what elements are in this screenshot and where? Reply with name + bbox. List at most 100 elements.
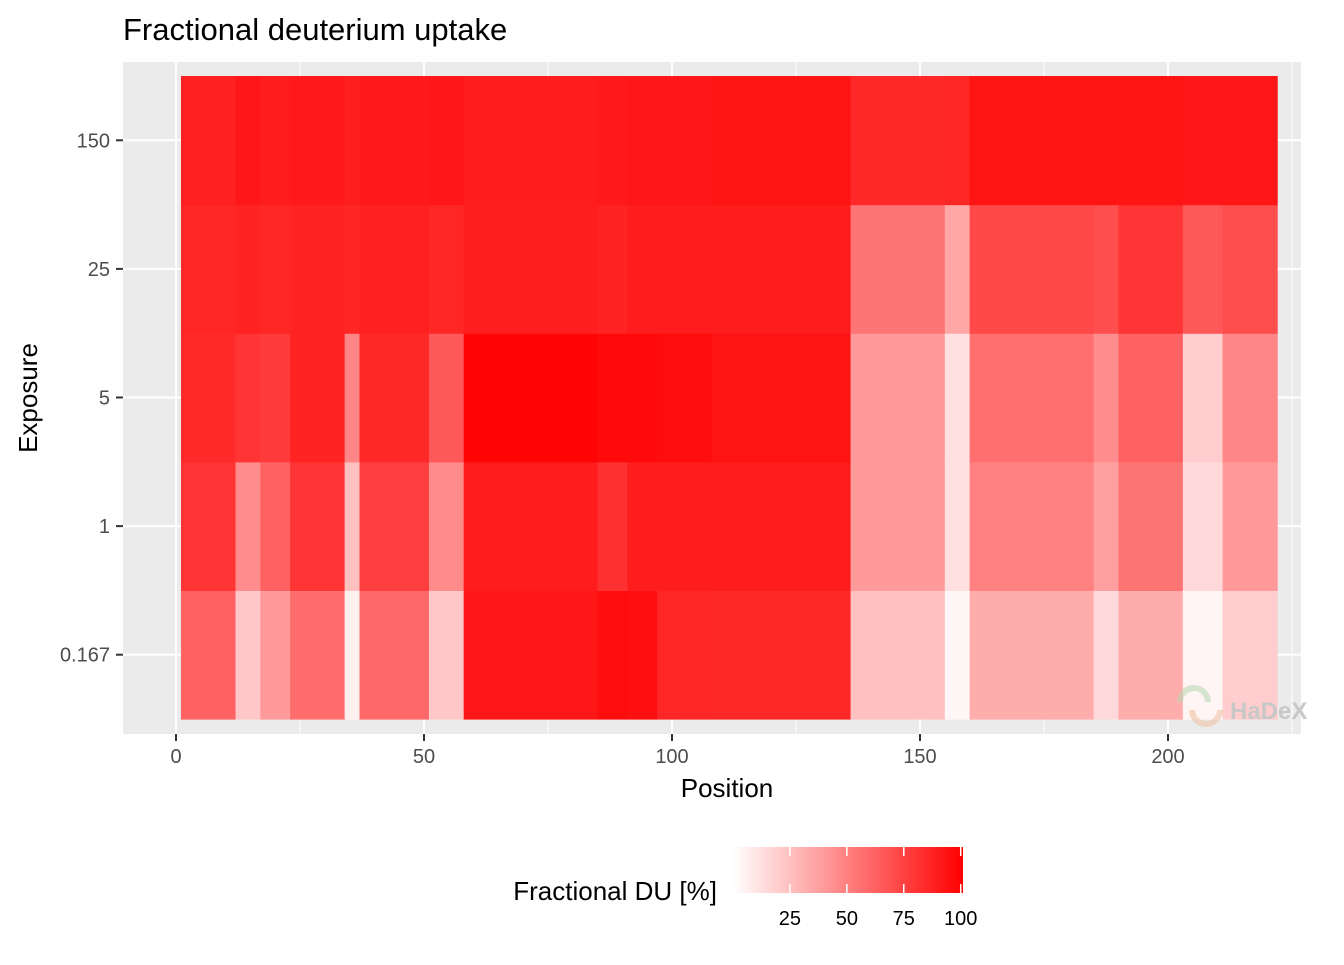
heatmap-cell <box>597 590 628 720</box>
x-tick-label: 50 <box>413 746 435 768</box>
heatmap-cell <box>711 204 852 334</box>
heatmap-cell <box>597 76 628 206</box>
heatmap-cell <box>850 461 946 591</box>
heatmap-cell <box>463 76 599 206</box>
heatmap-cell <box>969 461 1095 591</box>
heatmap-cell <box>260 461 291 591</box>
heatmap-cell <box>711 461 852 591</box>
heatmap-cell <box>428 333 465 463</box>
heatmap-cell <box>627 204 658 334</box>
heatmap-tiles <box>180 76 1278 720</box>
x-tick-label: 150 <box>903 746 936 768</box>
heatmap-cell <box>428 590 465 720</box>
heatmap-cell <box>969 333 1095 463</box>
heatmap-cell <box>627 461 658 591</box>
heatmap-cell <box>463 333 599 463</box>
heatmap-cell <box>1222 76 1278 206</box>
heatmap-cell <box>344 333 361 463</box>
heatmap-cell <box>657 590 713 720</box>
hadex-watermark: HaDeX <box>1177 685 1307 727</box>
heatmap-cell <box>711 333 852 463</box>
colorbar-title: Fractional DU [%] <box>513 876 717 906</box>
heatmap-cell <box>1118 590 1184 720</box>
y-tick-label: 25 <box>88 259 110 281</box>
heatmap-cell <box>944 461 971 591</box>
heatmap-cell <box>944 333 971 463</box>
heatmap-cell <box>1182 333 1224 463</box>
heatmap-cell <box>711 590 852 720</box>
x-tick-label: 200 <box>1151 746 1184 768</box>
heatmap-cell <box>344 76 361 206</box>
heatmap-cell <box>344 204 361 334</box>
heatmap-cell <box>344 590 361 720</box>
colorbar-tick-label: 75 <box>893 908 915 930</box>
heatmap-cell <box>850 590 946 720</box>
heatmap-cell <box>260 333 291 463</box>
heatmap-cell <box>235 590 261 720</box>
y-tick-label: 150 <box>77 130 110 152</box>
heatmap-cell <box>657 333 713 463</box>
heatmap-cell <box>180 333 237 463</box>
y-tick-label: 1 <box>99 516 110 538</box>
heatmap-cell <box>627 590 658 720</box>
x-tick-label: 0 <box>170 746 181 768</box>
heatmap-cell <box>944 590 971 720</box>
heatmap-cell <box>850 333 946 463</box>
heatmap-cell <box>1093 333 1119 463</box>
x-axis: 0 50 100 150 200 <box>170 734 1185 768</box>
heatmap-cell <box>597 333 628 463</box>
heatmap-cell <box>657 461 713 591</box>
heatmap-cell <box>597 461 628 591</box>
heatmap-cell <box>969 590 1095 720</box>
heatmap-cell <box>1118 333 1184 463</box>
colorbar-gradient <box>733 847 963 893</box>
heatmap-cell <box>260 204 291 334</box>
heatmap-cell <box>359 76 430 206</box>
heatmap-cell <box>463 204 599 334</box>
heatmap-cell <box>463 461 599 591</box>
heatmap-cell <box>260 76 291 206</box>
heatmap-cell <box>359 204 430 334</box>
x-axis-label: Position <box>681 773 774 803</box>
heatmap-cell <box>180 461 237 591</box>
colorbar-tick-label: 50 <box>836 908 858 930</box>
heatmap-cell <box>290 590 346 720</box>
heatmap-cell <box>359 590 430 720</box>
heatmap-cell <box>180 204 237 334</box>
heatmap-cell <box>463 590 599 720</box>
heatmap-cell <box>359 333 430 463</box>
heatmap-cell <box>1222 590 1278 720</box>
x-tick-label: 100 <box>655 746 688 768</box>
heatmap-cell <box>944 76 971 206</box>
heatmap-cell <box>1093 590 1119 720</box>
heatmap-cell <box>290 204 346 334</box>
heatmap-cell <box>290 333 346 463</box>
heatmap-cell <box>1182 76 1224 206</box>
hadex-logo-icon <box>1177 685 1223 727</box>
colorbar-legend: Fractional DU [%] 25 50 75 100 <box>513 847 977 930</box>
colorbar-ticks: 25 50 75 100 <box>779 847 977 930</box>
heatmap-cell <box>597 204 628 334</box>
heatmap-cell <box>627 76 658 206</box>
heatmap-cell <box>1182 590 1224 720</box>
heatmap-cell <box>1182 204 1224 334</box>
heatmap-cell <box>850 76 946 206</box>
heatmap-cell <box>1093 461 1119 591</box>
y-axis: 0.167 1 5 25 150 <box>60 130 123 667</box>
hadex-watermark-text: HaDeX <box>1230 698 1307 725</box>
heatmap-cell <box>969 76 1095 206</box>
heatmap-cell <box>235 333 261 463</box>
heatmap-cell <box>969 204 1095 334</box>
heatmap-cell <box>711 76 852 206</box>
heatmap-cell <box>1093 76 1119 206</box>
heatmap-cell <box>850 204 946 334</box>
heatmap-cell <box>235 461 261 591</box>
heatmap-cell <box>657 204 713 334</box>
colorbar-tick-label: 100 <box>944 908 977 930</box>
heatmap-cell <box>180 76 237 206</box>
heatmap-cell <box>428 76 465 206</box>
heatmap-cell <box>1118 76 1184 206</box>
heatmap-cell <box>944 204 971 334</box>
